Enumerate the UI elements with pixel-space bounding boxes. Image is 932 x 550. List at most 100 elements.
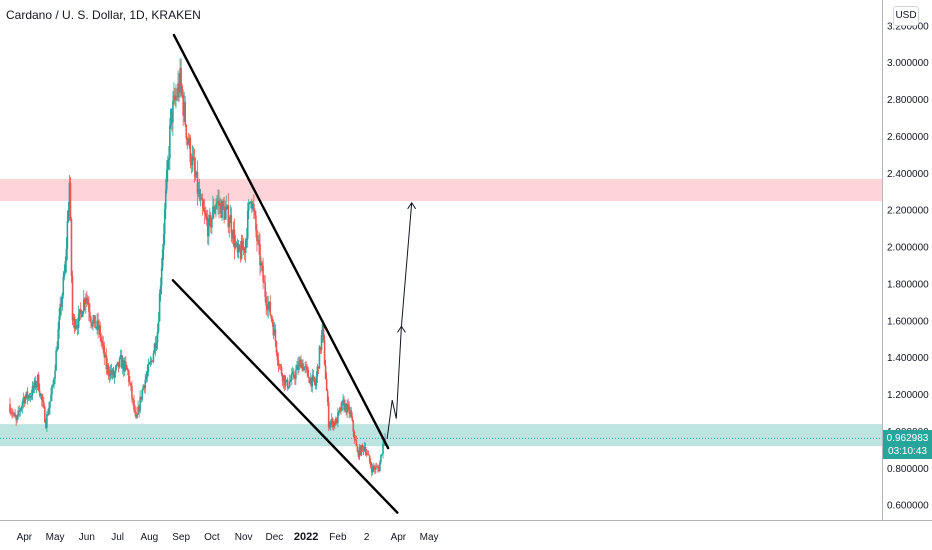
candle-body: [57, 329, 59, 350]
candle-body: [366, 453, 369, 455]
candle-body: [349, 410, 352, 414]
y-tick-label: 1.200000: [887, 390, 929, 401]
candle-body: [106, 364, 109, 370]
y-tick-label: 1.600000: [887, 316, 929, 327]
candle-body: [363, 447, 366, 451]
candle-body: [254, 210, 256, 216]
candle-body: [236, 243, 239, 253]
candle-body: [61, 295, 64, 307]
candle-body: [305, 366, 307, 368]
candle-body: [211, 218, 213, 228]
candle-body: [295, 370, 297, 379]
candle-body: [46, 414, 48, 428]
y-tick-label: 0.800000: [887, 464, 929, 475]
candle-body: [183, 102, 185, 116]
candle-body: [174, 95, 176, 100]
candle-body: [44, 407, 46, 423]
candle-body: [304, 366, 306, 368]
candle-body: [239, 250, 242, 259]
candle-body: [63, 272, 66, 277]
candle-body: [339, 407, 341, 411]
x-tick-label: Dec: [265, 532, 283, 543]
candle-body: [253, 204, 255, 211]
candle-body: [12, 413, 14, 415]
candle-body: [17, 410, 19, 416]
projection-path: [386, 202, 413, 439]
candle-body: [203, 211, 206, 214]
candle-body: [283, 375, 286, 386]
candle-body: [133, 399, 135, 410]
x-tick-label: Apr: [391, 532, 407, 543]
candle-body: [55, 350, 57, 371]
projection-mid-arrowhead: [397, 325, 406, 333]
candle-body: [84, 299, 86, 304]
candle-body: [267, 304, 270, 310]
candle-body: [102, 343, 105, 346]
candle-body: [319, 346, 322, 351]
candle-body: [25, 391, 28, 398]
candle-body: [281, 374, 284, 382]
candle-body: [103, 345, 106, 358]
x-tick-label: Sep: [172, 532, 190, 543]
candle-body: [26, 391, 29, 399]
candle-body: [97, 320, 99, 330]
candle-body: [282, 375, 285, 382]
candle-body: [371, 466, 374, 473]
candle-body: [121, 360, 124, 369]
candle-body: [259, 244, 261, 266]
candle-body: [241, 240, 244, 251]
candle-body: [22, 397, 25, 403]
candle-body: [9, 403, 11, 413]
candle-body: [345, 403, 347, 413]
candle-body: [149, 361, 152, 364]
candle-body: [171, 108, 173, 123]
candle-body: [141, 389, 143, 400]
candle-body: [194, 170, 197, 177]
candle-body: [240, 240, 243, 259]
candle-body: [95, 327, 97, 329]
currency-button[interactable]: USD: [893, 6, 919, 26]
candle-body: [210, 215, 212, 228]
candle-body: [343, 399, 345, 410]
candle-body: [275, 341, 278, 353]
x-tick-label: May: [46, 532, 65, 543]
candle-body: [359, 447, 362, 455]
candle-body: [244, 239, 247, 254]
candle-body: [263, 281, 265, 284]
candle-body: [309, 377, 312, 384]
candle-body: [108, 373, 111, 377]
candles-layer: [9, 58, 386, 477]
y-tick-label: 1.800000: [887, 279, 929, 290]
candle-body: [347, 404, 349, 406]
candle-body: [256, 230, 258, 242]
candle-body: [201, 199, 204, 208]
candle-body: [178, 83, 180, 93]
candle-body: [172, 100, 174, 123]
candle-body: [338, 410, 340, 413]
candle-body: [298, 362, 300, 370]
candle-body: [294, 377, 296, 379]
candle-body: [327, 402, 330, 428]
candle-body: [132, 398, 134, 400]
candle-body: [364, 447, 367, 454]
candle-body: [287, 386, 290, 389]
candle-body: [235, 243, 238, 245]
candle-body: [123, 361, 126, 372]
candle-body: [375, 466, 377, 470]
candle-body: [34, 380, 37, 388]
candle-body: [220, 202, 222, 218]
candle-body: [320, 335, 323, 351]
candle-body: [191, 156, 194, 166]
candle-body: [37, 374, 40, 391]
candle-body: [13, 413, 15, 415]
candle-body: [350, 410, 353, 417]
candle-body: [261, 262, 263, 266]
candle-body: [308, 377, 311, 384]
candle-body: [143, 385, 146, 389]
candle-body: [341, 401, 343, 411]
candle-body: [47, 414, 49, 416]
candle-body: [21, 402, 24, 408]
